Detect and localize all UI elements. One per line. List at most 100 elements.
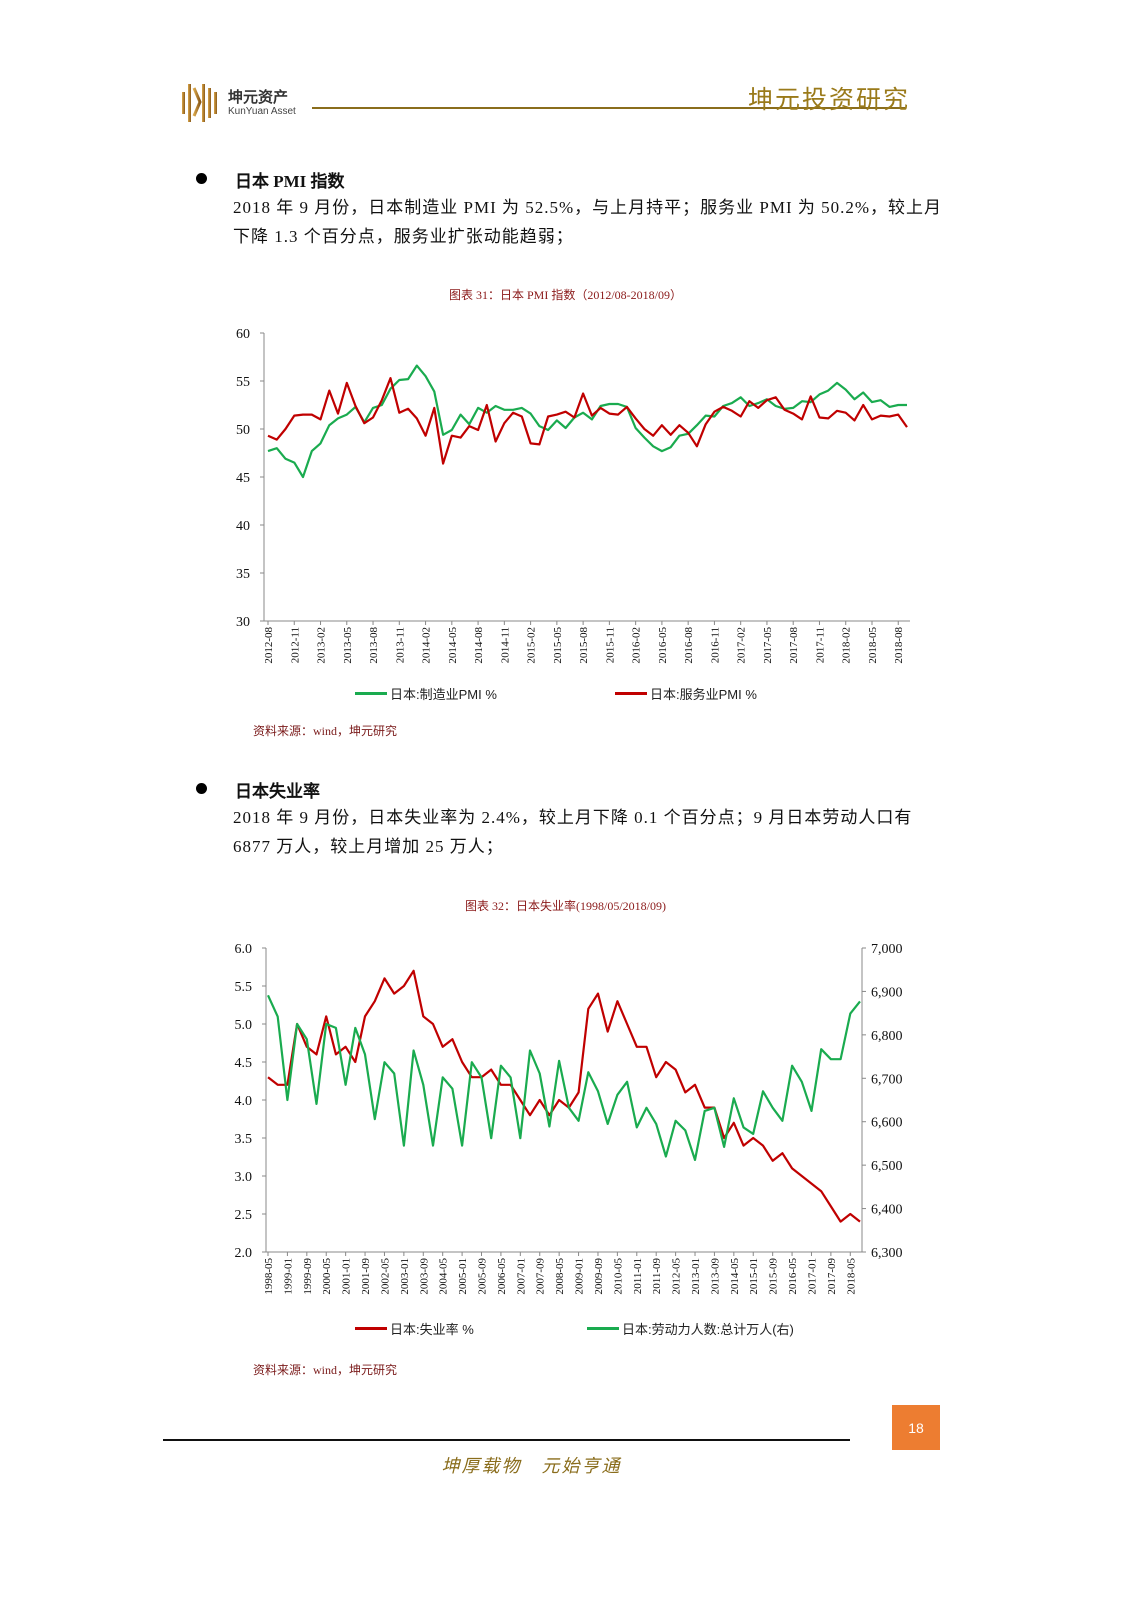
x-tick-label: 1999-09 (302, 1258, 314, 1295)
x-tick-label: 2008-05 (554, 1258, 566, 1295)
x-tick-label: 2003-09 (418, 1258, 430, 1295)
legend-label: 日本:劳动力人数:总计万人(右) (622, 1322, 794, 1337)
section-paragraph: 2018 年 9 月份，日本失业率为 2.4%，较上月下降 0.1 个百分点；9… (233, 808, 913, 856)
header-title: 坤元投资研究 (748, 87, 911, 114)
x-tick-label: 2016-08 (683, 627, 695, 664)
y-tick-label: 50 (236, 423, 250, 438)
x-tick-label: 2018-08 (893, 627, 905, 664)
x-tick-label: 2012-05 (671, 1258, 683, 1295)
page-number: 18 (892, 1405, 940, 1450)
x-tick-label: 2015-05 (552, 627, 564, 664)
series-line-2 (267, 377, 908, 465)
legend-swatch (355, 692, 387, 695)
x-tick-label: 2012-11 (289, 627, 301, 663)
x-tick-label: 2004-05 (438, 1258, 450, 1295)
y-tick-label: 40 (236, 519, 250, 534)
x-tick-label: 2007-01 (515, 1258, 527, 1295)
bullet-icon (196, 173, 207, 184)
chart-source: 资料来源：wind，坤元研究 (253, 1363, 398, 1377)
x-tick-label: 2015-11 (604, 627, 616, 663)
y-tick-label: 35 (236, 567, 250, 582)
y2-tick-label: 7,000 (871, 942, 903, 957)
bullet-icon (196, 783, 207, 794)
legend-swatch (587, 1327, 619, 1330)
legend-swatch (355, 1327, 387, 1330)
footer-slogan: 坤厚载物 元始亨通 (441, 1456, 622, 1476)
x-tick-label: 2016-05 (787, 1258, 799, 1295)
y-tick-label: 2.5 (235, 1208, 253, 1223)
x-tick-label: 2018-05 (845, 1258, 857, 1295)
x-tick-label: 1998-05 (263, 1258, 275, 1295)
y-tick-label: 6.0 (235, 942, 253, 957)
x-tick-label: 2001-01 (341, 1258, 353, 1295)
y-tick-label: 60 (236, 327, 250, 342)
series-line-1 (267, 969, 861, 1223)
y-tick-label: 5.5 (235, 980, 253, 995)
x-tick-label: 2007-09 (535, 1258, 547, 1295)
y-tick-label: 5.0 (235, 1018, 253, 1033)
x-tick-label: 2017-02 (736, 627, 748, 664)
x-tick-label: 2017-11 (814, 627, 826, 663)
y2-tick-label: 6,900 (871, 985, 903, 1000)
x-tick-label: 2013-01 (690, 1258, 702, 1295)
unemployment-chart: 2.0 2.5 3.0 3.5 4.0 4.5 5.0 5.5 6.0 6,300 6,400 6,5… (235, 942, 903, 1295)
x-tick-label: 2013-09 (709, 1258, 721, 1295)
y2-tick-label: 6,400 (871, 1203, 903, 1218)
x-tick-label: 2013-05 (342, 627, 354, 664)
x-tick-label: 2011-09 (651, 1258, 663, 1295)
x-tick-label: 2009-09 (593, 1258, 605, 1295)
pmi-chart: 30 35 40 45 50 55 60 2012-08 2012-11 2013-02 2013-… (236, 327, 910, 664)
x-tick-label: 2014-11 (499, 627, 511, 663)
x-tick-label: 2015-08 (578, 627, 590, 664)
x-tick-label: 2015-09 (768, 1258, 780, 1295)
logo-english-name: KunYuan Asset (228, 106, 296, 117)
x-tick-label: 2017-05 (762, 627, 774, 664)
logo-chinese-name: 坤元资产 (228, 89, 289, 106)
header-divider (312, 107, 905, 109)
x-tick-label: 2014-05 (729, 1258, 741, 1295)
legend-label: 日本:制造业PMI % (390, 687, 497, 702)
x-tick-label: 2013-08 (368, 627, 380, 664)
x-tick-label: 2014-05 (447, 627, 459, 664)
y2-tick-label: 6,700 (871, 1072, 903, 1087)
section-heading: 日本 PMI 指数 (235, 172, 345, 191)
legend-item: 日本:劳动力人数:总计万人(右) (587, 1319, 794, 1338)
x-tick-label: 2016-02 (631, 627, 643, 664)
x-tick-label: 2011-01 (632, 1258, 644, 1294)
legend-item: 日本:制造业PMI % (355, 684, 497, 703)
section-paragraph: 2018 年 9 月份，日本制造业 PMI 为 52.5%，与上月持平；服务业 … (233, 198, 943, 246)
x-tick-label: 2014-08 (473, 627, 485, 664)
x-tick-label: 2000-05 (321, 1258, 333, 1295)
x-tick-label: 2012-08 (263, 627, 275, 664)
x-tick-label: 2018-02 (841, 627, 853, 664)
x-tick-label: 2005-01 (457, 1258, 469, 1295)
x-tick-label: 2005-09 (477, 1258, 489, 1295)
y-tick-label: 4.5 (235, 1056, 253, 1071)
legend-swatch (615, 692, 647, 695)
x-tick-label: 2010-05 (612, 1258, 624, 1295)
chart-caption: 图表 31：日本 PMI 指数（2012/08-2018/09） (448, 288, 682, 302)
x-tick-label: 2016-05 (657, 627, 669, 664)
x-tick-label: 2015-01 (748, 1258, 760, 1295)
y-tick-label: 3.0 (235, 1170, 253, 1185)
section-heading: 日本失业率 (235, 782, 320, 801)
y-tick-label: 4.0 (235, 1094, 253, 1109)
y2-tick-label: 6,600 (871, 1116, 903, 1131)
x-tick-label: 2017-09 (826, 1258, 838, 1295)
x-tick-label: 2003-01 (399, 1258, 411, 1295)
x-tick-label: 2017-08 (788, 627, 800, 664)
y-tick-label: 55 (236, 375, 250, 390)
x-tick-label: 2013-02 (316, 627, 328, 664)
x-tick-label: 2017-01 (806, 1258, 818, 1295)
logo-mark (182, 84, 217, 122)
x-tick-label: 2009-01 (574, 1258, 586, 1295)
chart-caption: 图表 32：日本失业率(1998/05/2018/09) (465, 899, 666, 913)
x-tick-label: 2006-05 (496, 1258, 508, 1295)
x-tick-label: 2001-09 (360, 1258, 372, 1295)
legend-label: 日本:失业率 % (390, 1322, 474, 1337)
legend-item: 日本:服务业PMI % (615, 684, 757, 703)
series-line-2 (266, 994, 861, 1162)
y-tick-label: 2.0 (235, 1246, 253, 1261)
y2-tick-label: 6,500 (871, 1159, 903, 1174)
x-tick-label: 2013-11 (394, 627, 406, 663)
